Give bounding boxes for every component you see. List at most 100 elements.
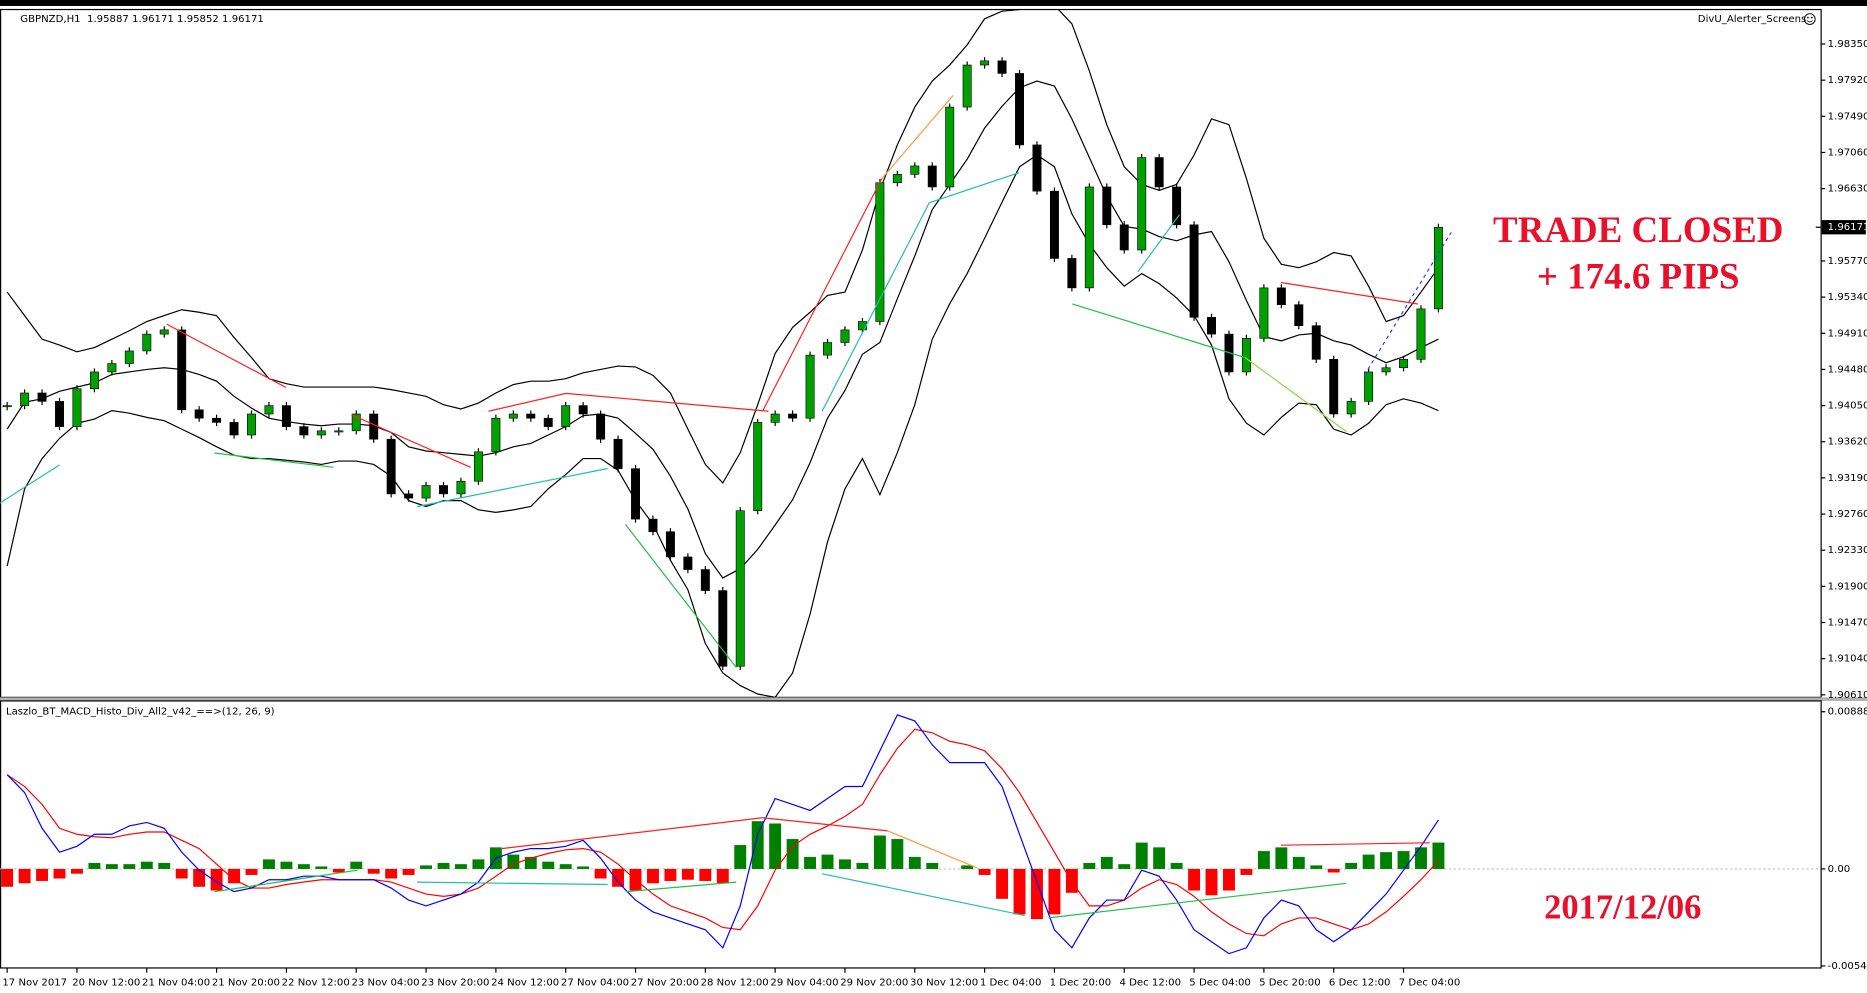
candle — [1119, 224, 1129, 251]
candle — [404, 493, 414, 499]
candle — [683, 556, 693, 570]
macd-histogram-bar — [245, 868, 258, 875]
candle — [578, 405, 588, 415]
macd-histogram-bar — [908, 856, 921, 869]
candle — [299, 426, 309, 436]
candle — [316, 430, 326, 436]
candle — [1416, 308, 1426, 360]
macd-histogram-bar — [1, 868, 14, 887]
candle — [142, 333, 152, 352]
x-tick-label: 6 Dec 12:00 — [1329, 977, 1391, 988]
macd-histogram-bar — [856, 862, 869, 869]
x-tick-label: 23 Nov 20:00 — [421, 977, 489, 988]
top-strip — [0, 0, 1867, 6]
x-tick-label: 21 Nov 20:00 — [212, 977, 280, 988]
macd-histogram-bar — [402, 868, 415, 875]
candle — [700, 569, 710, 591]
candle — [1207, 316, 1216, 335]
candle — [927, 165, 937, 188]
macd-histogram-bar — [367, 868, 380, 874]
y-tick-label: 1.93620 — [1828, 437, 1867, 448]
candle — [857, 321, 867, 331]
macd-histogram-bar — [681, 868, 694, 880]
y-tick-label: 1.95770 — [1828, 256, 1867, 267]
band-lower — [6, 154, 1439, 698]
candle — [194, 409, 204, 419]
macd-histogram-bar — [716, 868, 729, 884]
candle — [1032, 144, 1042, 192]
candle — [1381, 367, 1391, 373]
macd-histogram-bar — [734, 845, 747, 869]
macd-histogram-bar — [1188, 868, 1201, 891]
panel-separator — [0, 697, 1867, 701]
macd-histogram-bar — [1362, 854, 1375, 869]
candle — [177, 329, 187, 411]
macd-y-tick-label: 0.008889 — [1828, 707, 1867, 718]
candle — [648, 518, 658, 533]
macd-histogram-bar — [1083, 862, 1096, 869]
indicator-label: DivU_Alerter_Screens — [1698, 14, 1807, 25]
band-upper — [6, 9, 1439, 484]
macd-histogram-bar — [961, 865, 974, 869]
y-tick-label: 1.97920 — [1828, 75, 1867, 86]
macd-histogram-bar — [594, 868, 607, 879]
candle — [1311, 325, 1321, 360]
candle — [281, 405, 291, 427]
x-tick-label: 4 Dec 12:00 — [1119, 977, 1181, 988]
candle — [543, 417, 553, 427]
y-tick-label: 1.94050 — [1828, 401, 1867, 412]
candle — [788, 413, 798, 419]
macd-histogram-bar — [36, 868, 49, 881]
candle — [1154, 157, 1164, 188]
candle — [526, 413, 536, 419]
candle — [20, 392, 30, 406]
macd-histogram-bar — [71, 868, 83, 874]
macd-y-tick-label: -0.005487 — [1828, 961, 1867, 972]
candle — [1084, 186, 1094, 289]
candle — [665, 531, 675, 558]
macd-histogram-bar — [350, 861, 363, 869]
macd-histogram-bar — [524, 856, 537, 869]
x-tick-label: 21 Nov 04:00 — [142, 977, 210, 988]
candle — [596, 413, 606, 440]
candle — [613, 438, 623, 469]
signal-line — [6, 728, 1439, 937]
candle — [456, 480, 466, 495]
macd-line — [6, 714, 1439, 955]
macd-panel-frame — [0, 700, 1822, 969]
last-price-label: 1.96171 — [1828, 222, 1867, 233]
x-tick-label: 29 Nov 04:00 — [770, 977, 838, 988]
y-tick-label: 1.98350 — [1828, 39, 1867, 50]
candle — [508, 413, 518, 419]
x-tick-label: 29 Nov 20:00 — [840, 977, 908, 988]
macd-histogram-bar — [978, 868, 991, 875]
candle — [1015, 73, 1024, 146]
macd-histogram-bar — [1170, 862, 1183, 869]
macd-histogram-bar — [699, 868, 712, 881]
trade-closed-annotation: TRADE CLOSED — [1493, 209, 1783, 250]
x-tick-label: 30 Nov 12:00 — [910, 977, 978, 988]
macd-histogram-bar — [53, 868, 66, 879]
candle — [561, 405, 571, 427]
macd-histogram-bar — [926, 862, 939, 869]
candle — [2, 405, 12, 408]
macd-histogram-bar — [839, 859, 851, 869]
y-tick-label: 1.91040 — [1828, 654, 1867, 665]
macd-histogram-bar — [123, 864, 136, 869]
macd-histogram-bar — [1380, 852, 1393, 869]
y-tick-label: 1.91900 — [1828, 581, 1867, 592]
x-tick-label: 24 Nov 12:00 — [491, 977, 559, 988]
candle — [823, 342, 832, 356]
macd-histogram-bar — [1275, 847, 1288, 869]
candle — [1346, 401, 1356, 415]
x-tick-label: 1 Dec 20:00 — [1050, 977, 1112, 988]
candle — [962, 64, 972, 108]
macd-histogram-bar — [1257, 851, 1270, 869]
macd-histogram-bar — [1292, 856, 1305, 869]
candle — [1399, 359, 1408, 369]
chart-header: GBPNZD,H1 1.95887 1.96171 1.95852 1.9617… — [20, 14, 264, 25]
candle — [1276, 287, 1286, 305]
macd-histogram-bar — [559, 864, 572, 869]
macd-histogram-bar — [1415, 847, 1427, 869]
